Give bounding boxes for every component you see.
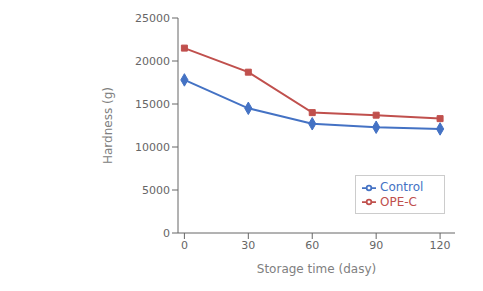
svg-text:30: 30 [241,239,255,252]
svg-text:60: 60 [305,239,319,252]
svg-text:120: 120 [430,239,451,252]
svg-text:25000: 25000 [135,12,170,25]
svg-text:10000: 10000 [135,141,170,154]
svg-text:Storage time (dasy): Storage time (dasy) [257,262,376,276]
svg-text:90: 90 [369,239,383,252]
svg-text:Hardness (g): Hardness (g) [101,87,115,164]
svg-text:0: 0 [181,239,188,252]
html-text:Control: Control [380,180,424,194]
svg-text:20000: 20000 [135,55,170,68]
html-text:OPE-C: OPE-C [380,194,417,209]
svg-text:5000: 5000 [142,184,170,197]
svg-text:15000: 15000 [135,98,170,111]
svg-text:0: 0 [163,227,170,240]
